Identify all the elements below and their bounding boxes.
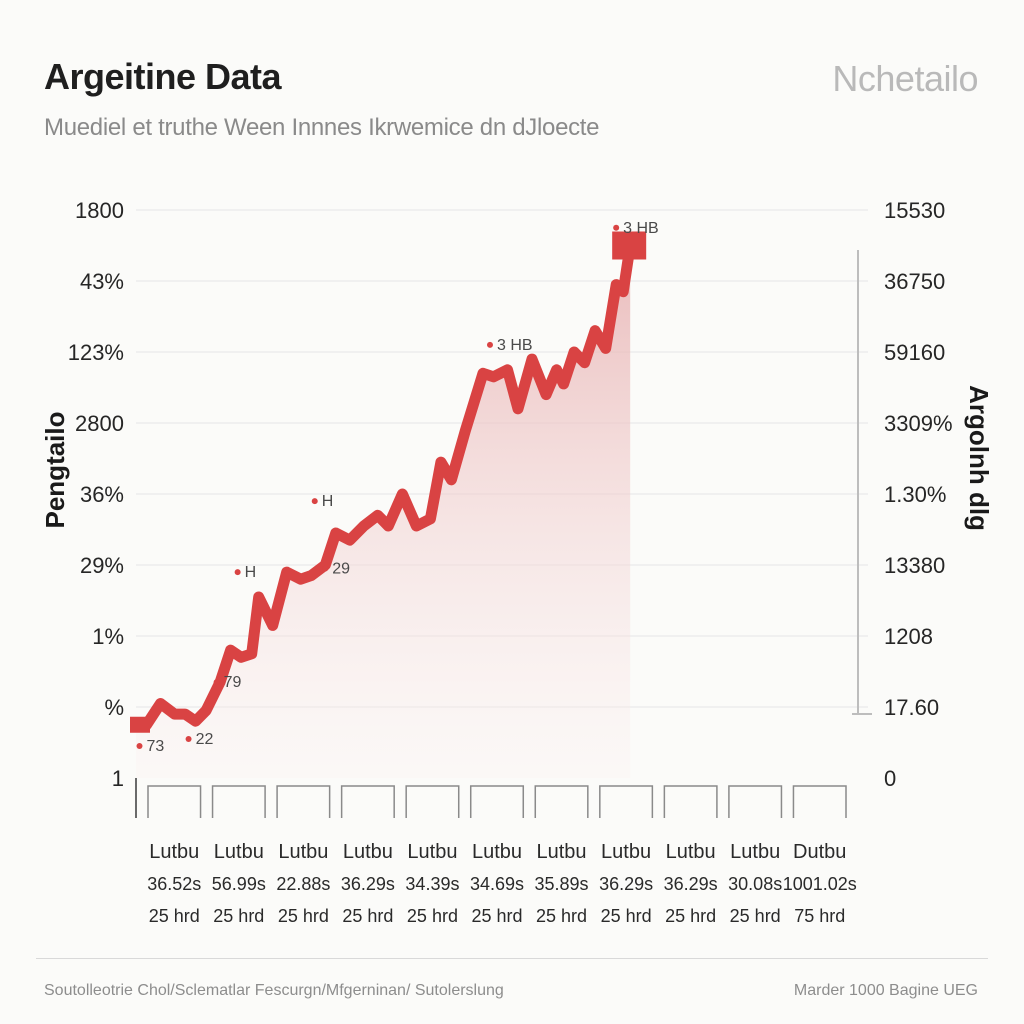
x-category-label: Lutbu bbox=[149, 841, 199, 863]
x-category-bracket bbox=[792, 785, 847, 818]
x-category-unit: 25 hrd bbox=[407, 906, 458, 926]
x-category-unit: 25 hrd bbox=[213, 906, 264, 926]
y2-axis-label: Argolnh dlg bbox=[964, 385, 994, 531]
x-category-bracket bbox=[211, 785, 266, 818]
x-category-value: 36.29s bbox=[599, 874, 653, 894]
y-tick-label-right: 0 bbox=[884, 766, 896, 791]
x-category-bracket bbox=[663, 785, 718, 818]
annotation-label: 22 bbox=[196, 731, 214, 748]
annotation-label: H bbox=[245, 564, 257, 581]
annotation-dot bbox=[311, 498, 318, 505]
x-category-bracket bbox=[340, 785, 395, 818]
y-tick-label-left: 1% bbox=[92, 624, 124, 649]
x-category-unit: 25 hrd bbox=[342, 906, 393, 926]
x-category-label: Dutbu bbox=[793, 841, 846, 863]
x-category-unit: 25 hrd bbox=[665, 906, 716, 926]
footer-source: Soutolleotrie Chol/Sclematlar Fescurgn/M… bbox=[44, 982, 504, 999]
x-category-bracket bbox=[534, 785, 589, 818]
y-tick-label-left: 36% bbox=[80, 482, 124, 507]
y-axis-ticks: 1800 15530 43% 36750 123% 59160 2800 3309% 36% 1.… bbox=[68, 198, 953, 791]
x-category-unit: 25 hrd bbox=[536, 906, 587, 926]
x-category-label: Lutbu bbox=[730, 841, 780, 863]
x-category-unit: 25 hrd bbox=[471, 906, 522, 926]
y-tick-label-left: 1 bbox=[112, 766, 124, 791]
annotation-label: 3 HB bbox=[497, 337, 533, 354]
annotation-label: 29 bbox=[332, 561, 350, 578]
chart-title: Argeitine Data bbox=[44, 56, 282, 97]
annotation-label: 73 bbox=[147, 738, 165, 755]
y-tick-label-left: 1800 bbox=[75, 198, 124, 223]
x-category-value: 36.29s bbox=[664, 874, 718, 894]
x-category-bracket bbox=[405, 785, 460, 818]
x-category-value: 56.99s bbox=[212, 874, 266, 894]
y-tick-label-right: 17.60 bbox=[884, 695, 939, 720]
y-tick-label-right: 3309% bbox=[884, 411, 953, 436]
annotation-label: H bbox=[322, 493, 334, 510]
x-category-bracket bbox=[147, 785, 202, 818]
y-tick-label-right: 15530 bbox=[884, 198, 945, 223]
x-category-unit: 25 hrd bbox=[601, 906, 652, 926]
x-category-label: Lutbu bbox=[537, 841, 587, 863]
annotation-label: 79 bbox=[224, 674, 242, 691]
y-tick-label-right: 1208 bbox=[884, 624, 933, 649]
chart-subtitle: Muediel et truthe Ween Innnes Ikrwemice … bbox=[44, 114, 600, 141]
annotation-dot bbox=[136, 743, 143, 750]
x-category-label: Lutbu bbox=[601, 841, 651, 863]
annotation-dot bbox=[213, 679, 220, 686]
x-category-unit: 25 hrd bbox=[278, 906, 329, 926]
x-category-label: Lutbu bbox=[214, 841, 264, 863]
series-line bbox=[130, 231, 647, 733]
x-category-value: 36.29s bbox=[341, 874, 395, 894]
start-marker bbox=[130, 716, 150, 733]
annotation-dot bbox=[185, 735, 192, 742]
x-category-label: Lutbu bbox=[343, 841, 393, 863]
annotation-dot bbox=[486, 341, 493, 348]
footer-divider bbox=[36, 958, 988, 959]
y-tick-label-left: % bbox=[104, 695, 124, 720]
x-axis: Lutbu 36.52s 25 hrd Lutbu 56.99s 25 hrd Lutbu 2… bbox=[135, 778, 857, 926]
x-category-bracket bbox=[599, 785, 654, 818]
y-tick-label-left: 29% bbox=[80, 553, 124, 578]
data-annotations: 73 22 79 29 H H 3 HB 3 HB bbox=[136, 220, 659, 755]
x-category-label: Lutbu bbox=[407, 841, 457, 863]
y-axis-label: Pengtailo bbox=[40, 411, 70, 528]
x-category-label: Lutbu bbox=[278, 841, 328, 863]
x-category-label: Lutbu bbox=[666, 841, 716, 863]
y-tick-label-right: 1.30% bbox=[884, 482, 946, 507]
x-category-value: 30.08s bbox=[728, 874, 782, 894]
x-category-value: 34.39s bbox=[405, 874, 459, 894]
y-tick-label-right: 13380 bbox=[884, 553, 945, 578]
x-category-bracket bbox=[276, 785, 331, 818]
x-category-label: Lutbu bbox=[472, 841, 522, 863]
annotation-dot bbox=[322, 565, 329, 572]
x-category-unit: 75 hrd bbox=[794, 906, 845, 926]
y-tick-label-left: 43% bbox=[80, 269, 124, 294]
x-category-value: 35.89s bbox=[535, 874, 589, 894]
y-tick-label-right: 36750 bbox=[884, 269, 945, 294]
y-tick-label-left: 123% bbox=[68, 340, 124, 365]
x-category-value: 22.88s bbox=[276, 874, 330, 894]
x-category-value: 34.69s bbox=[470, 874, 524, 894]
x-category-bracket bbox=[469, 785, 525, 818]
footer-note: Marder 1000 Bagine UEG bbox=[793, 982, 978, 999]
y-tick-label-left: 2800 bbox=[75, 411, 124, 436]
y-tick-label-right: 59160 bbox=[884, 340, 945, 365]
x-category-value: 36.52s bbox=[147, 874, 201, 894]
end-marker bbox=[612, 231, 647, 260]
x-category-unit: 25 hrd bbox=[730, 906, 781, 926]
brand-logo-text: Nchetailo bbox=[832, 58, 978, 99]
x-category-bracket bbox=[728, 785, 783, 818]
x-category-unit: 25 hrd bbox=[149, 906, 200, 926]
annotation-label: 3 HB bbox=[623, 220, 659, 237]
series-path bbox=[130, 240, 636, 731]
x-category-value: 1001.02s bbox=[783, 874, 857, 894]
annotation-dot bbox=[613, 224, 620, 231]
annotation-dot bbox=[234, 569, 241, 576]
